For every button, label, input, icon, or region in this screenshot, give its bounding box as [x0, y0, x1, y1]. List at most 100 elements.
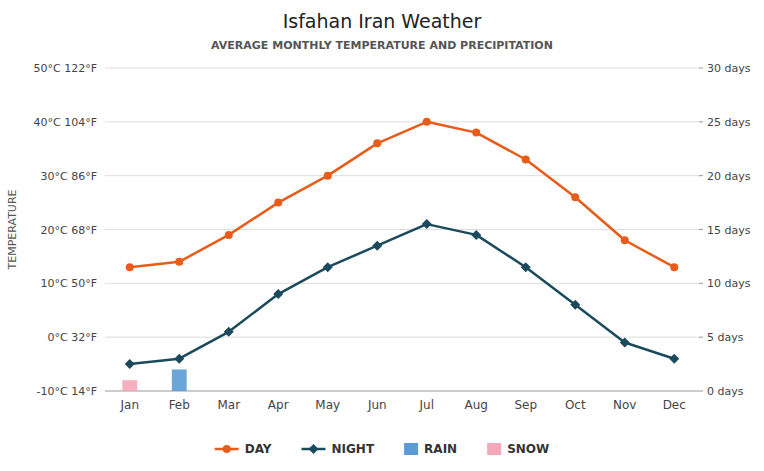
bar	[469, 391, 484, 392]
y2-tick-label: 25 days	[707, 116, 751, 129]
bar	[469, 391, 484, 392]
y2-tick-label: 15 days	[707, 224, 751, 237]
x-tick-label: Jan	[120, 398, 140, 412]
x-tick-label: Aug	[465, 398, 488, 412]
bar	[172, 391, 187, 392]
y2-tick-label: 5 days	[707, 331, 744, 344]
y-tick-label: 30°C 86°F	[41, 170, 98, 183]
x-axis-line	[105, 391, 699, 392]
point-marker	[323, 262, 333, 272]
y2-tick-label: 10 days	[707, 277, 751, 290]
legend-label: DAY	[245, 442, 272, 456]
y2-tick-label: 30 days	[707, 62, 751, 75]
y-axis-label: TEMPERATURE	[6, 189, 19, 270]
legend-swatch	[404, 443, 418, 455]
point-marker	[570, 300, 580, 310]
y2-tick	[699, 121, 703, 122]
bar	[568, 391, 583, 392]
legend-label: NIGHT	[332, 442, 375, 456]
legend-label: RAIN	[424, 442, 457, 456]
x-tick-label: May	[315, 398, 340, 412]
y2-tick-label: 0 days	[707, 385, 744, 398]
point-marker	[273, 289, 283, 299]
legend-item: DAY	[215, 442, 272, 456]
grid-line	[105, 283, 699, 284]
y-tick-label: 0°C 32°F	[48, 331, 98, 344]
bar	[617, 391, 632, 392]
point-marker	[521, 262, 531, 272]
line-series	[125, 219, 680, 369]
legend-swatch	[487, 443, 501, 455]
legend-item: RAIN	[404, 442, 457, 456]
bar	[320, 391, 335, 392]
point-marker	[126, 263, 134, 271]
x-tick-label: Dec	[663, 398, 686, 412]
line-series	[126, 118, 679, 271]
y-tick-label: 50°C 122°F	[34, 62, 98, 75]
legend-item: SNOW	[487, 442, 549, 456]
title: Isfahan Iran Weather	[283, 10, 482, 32]
y2-tick	[699, 68, 703, 69]
point-marker	[669, 354, 679, 364]
bar	[568, 391, 583, 392]
grid	[105, 68, 699, 391]
bar	[271, 391, 286, 392]
plot-area	[122, 118, 679, 391]
point-marker	[224, 327, 234, 337]
x-tick-label: Jul	[419, 398, 434, 412]
bar	[122, 380, 137, 391]
point-marker	[670, 263, 678, 271]
y2-tick	[699, 337, 703, 338]
point-marker	[620, 338, 630, 348]
line	[130, 122, 675, 267]
point-marker	[571, 193, 579, 201]
bar	[419, 391, 434, 392]
y2-tick	[699, 391, 703, 392]
bar	[518, 391, 533, 392]
x-tick-label: Feb	[169, 398, 190, 412]
point-marker	[423, 118, 431, 126]
subtitle: AVERAGE MONTHLY TEMPERATURE AND PRECIPIT…	[211, 39, 553, 52]
x-tick-label: Apr	[268, 398, 289, 412]
legend-swatch	[309, 444, 319, 454]
point-marker	[471, 230, 481, 240]
line	[130, 224, 675, 364]
bar	[271, 391, 286, 392]
point-marker	[422, 219, 432, 229]
legend: DAY NIGHT RAIN SNOW	[215, 442, 550, 456]
x-tick-label: Mar	[217, 398, 240, 412]
x-tick-label: Oct	[565, 398, 586, 412]
bar	[221, 391, 236, 392]
y2-tick-label: 20 days	[707, 170, 751, 183]
x-tick-label: Jun	[367, 398, 387, 412]
grid-line	[105, 121, 699, 122]
y-tick-label: 20°C 68°F	[41, 224, 98, 237]
point-marker	[324, 172, 332, 180]
bar	[419, 391, 434, 392]
bar-series	[122, 380, 137, 391]
y-tick-label: 10°C 50°F	[41, 277, 98, 290]
bar	[518, 391, 533, 392]
point-marker	[472, 129, 480, 137]
y2-tick	[699, 229, 703, 230]
y2-tick	[699, 175, 703, 176]
point-marker	[125, 359, 135, 369]
bar	[172, 369, 187, 391]
point-marker	[621, 236, 629, 244]
bar	[370, 391, 385, 392]
bar	[320, 391, 335, 392]
bar	[221, 391, 236, 392]
legend-swatch	[223, 445, 231, 453]
legend-item: NIGHT	[302, 442, 375, 456]
chart: Isfahan Iran Weather AVERAGE MONTHLY TEMP…	[0, 0, 764, 471]
y-tick-label: -10°C 14°F	[37, 385, 97, 398]
bar	[667, 391, 682, 392]
point-marker	[225, 231, 233, 239]
point-marker	[175, 258, 183, 266]
point-marker	[372, 241, 382, 251]
grid-line	[105, 337, 699, 338]
point-marker	[373, 139, 381, 147]
bar-series	[172, 369, 187, 391]
grid-line	[105, 175, 699, 176]
legend-label: SNOW	[507, 442, 549, 456]
